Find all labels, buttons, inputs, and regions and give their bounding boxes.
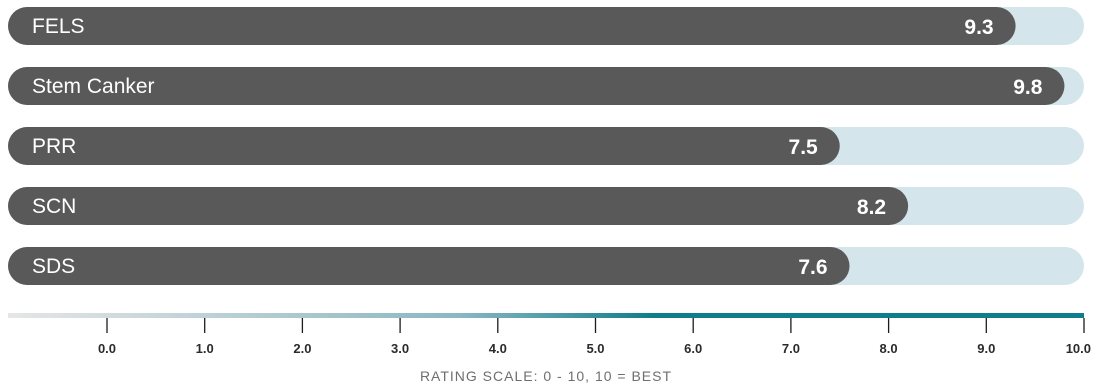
x-tick-label: 1.0 xyxy=(196,341,214,356)
bar-category-label: SDS xyxy=(32,255,75,278)
x-tick-label: 8.0 xyxy=(880,341,898,356)
bar-fill xyxy=(8,187,909,225)
x-tick-label: 10.0 xyxy=(1066,341,1091,356)
bar-value-label: 9.3 xyxy=(964,16,993,39)
bar-category-label: SCN xyxy=(32,195,76,218)
bar-value-label: 7.5 xyxy=(789,136,819,159)
x-tick-label: 5.0 xyxy=(586,341,604,356)
x-axis-ticks: 0.0 1.0 2.0 3.0 4.0 5.0 6.0 7.0 8.0 9.0 10.0 xyxy=(98,318,1091,356)
bar-value-label: 7.6 xyxy=(798,256,827,279)
x-tick-label: 9.0 xyxy=(977,341,995,356)
bar-category-label: PRR xyxy=(32,135,76,158)
x-axis-gradient-line xyxy=(8,313,1084,318)
bar-category-label: FELS xyxy=(32,15,85,38)
x-tick-label: 3.0 xyxy=(391,341,409,356)
x-tick-label: 4.0 xyxy=(489,341,507,356)
bar-fill xyxy=(8,67,1065,105)
x-tick-label: 2.0 xyxy=(293,341,311,356)
x-tick-label: 7.0 xyxy=(782,341,800,356)
x-axis xyxy=(8,313,1084,318)
bar-value-label: 8.2 xyxy=(857,196,886,219)
bar-value-label: 9.8 xyxy=(1013,76,1043,99)
bar-category-label: Stem Canker xyxy=(32,75,155,98)
bar-fill xyxy=(8,7,1016,45)
x-tick-label: 0.0 xyxy=(98,341,116,356)
x-tick-label: 6.0 xyxy=(684,341,702,356)
bar-fill xyxy=(8,247,850,285)
x-axis-caption: RATING SCALE: 0 - 10, 10 = BEST xyxy=(420,368,672,383)
bars-group: FELS 9.3 Stem Canker 9.8 PRR 7.5 SCN 8.2 SDS 7.6 xyxy=(8,7,1084,285)
bar-fill xyxy=(8,127,840,165)
